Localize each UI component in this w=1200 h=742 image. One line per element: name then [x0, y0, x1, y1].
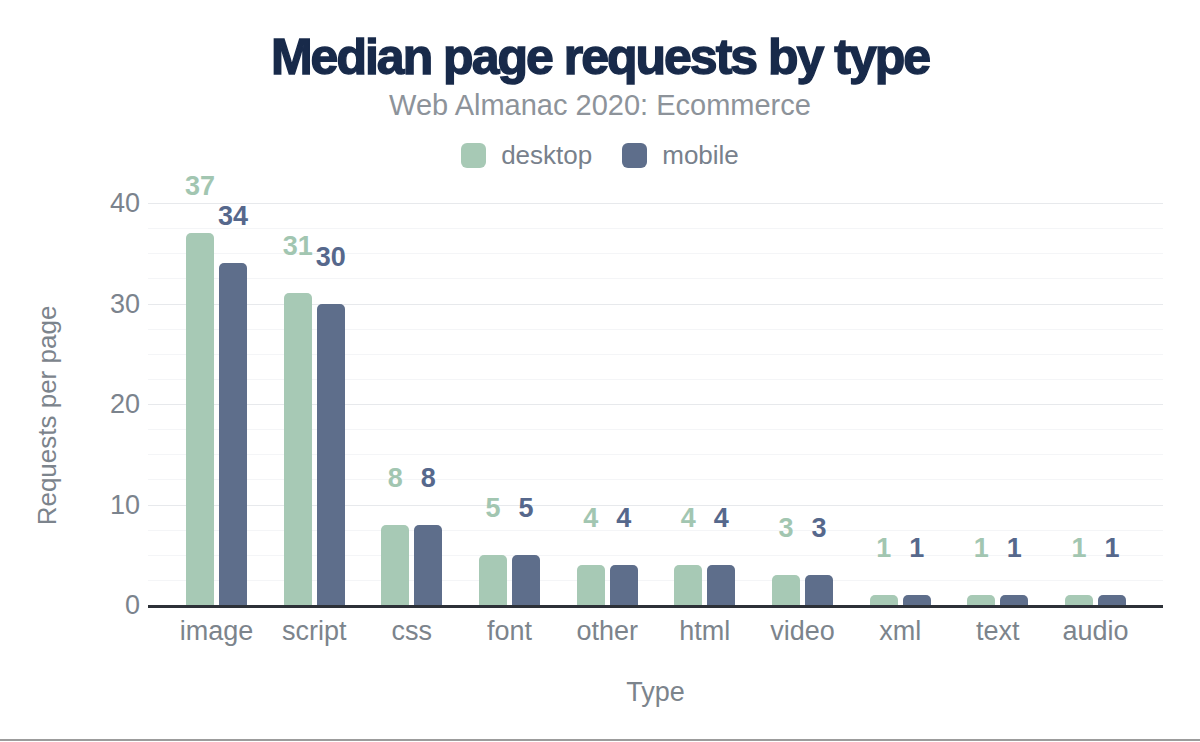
x-tick-label-css: css [357, 618, 467, 645]
value-label-mobile-image: 34 [188, 203, 278, 230]
x-tick-label-html: html [650, 618, 760, 645]
bar-mobile-image [219, 263, 247, 605]
bar-mobile-script [317, 304, 345, 606]
bar-mobile-xml [903, 595, 931, 605]
legend-swatch-desktop [461, 143, 486, 168]
x-tick-label-audio: audio [1041, 618, 1151, 645]
bar-desktop-other [577, 565, 605, 605]
value-label-mobile-css: 8 [383, 465, 473, 492]
x-tick-label-text: text [943, 618, 1053, 645]
bar-desktop-image [186, 233, 214, 605]
bar-mobile-html [707, 565, 735, 605]
value-label-desktop-image: 37 [155, 173, 245, 200]
legend-label-mobile: mobile [662, 140, 739, 171]
bar-mobile-text [1000, 595, 1028, 605]
bar-desktop-text [967, 595, 995, 605]
y-axis-title: Requests per page [32, 266, 63, 566]
bar-desktop-html [674, 565, 702, 605]
gridline-major [148, 203, 1163, 204]
bar-mobile-audio [1098, 595, 1126, 605]
value-label-mobile-script: 30 [286, 244, 376, 271]
bar-mobile-video [805, 575, 833, 605]
bar-mobile-css [414, 525, 442, 605]
gridline-minor [148, 278, 1163, 279]
y-tick-label: 20 [70, 391, 140, 418]
gridline-minor [148, 228, 1163, 229]
bar-desktop-css [381, 525, 409, 605]
chart-figure: Median page requests by type Web Almanac… [0, 0, 1200, 742]
y-tick-label: 0 [70, 592, 140, 619]
chart-subtitle: Web Almanac 2020: Ecommerce [0, 90, 1200, 120]
bar-mobile-font [512, 555, 540, 605]
y-tick-label: 40 [70, 190, 140, 217]
bar-desktop-script [284, 293, 312, 605]
y-tick-label: 10 [70, 492, 140, 519]
bar-desktop-audio [1065, 595, 1093, 605]
legend: desktop mobile [0, 140, 1200, 171]
value-label-mobile-audio: 1 [1067, 535, 1157, 562]
bar-desktop-xml [870, 595, 898, 605]
bar-desktop-font [479, 555, 507, 605]
x-axis-title: Type [148, 677, 1163, 708]
legend-swatch-mobile [622, 143, 647, 168]
x-tick-label-video: video [748, 618, 858, 645]
bar-mobile-other [610, 565, 638, 605]
y-tick-label: 30 [70, 291, 140, 318]
x-tick-label-other: other [552, 618, 662, 645]
chart-title: Median page requests by type [0, 32, 1200, 82]
legend-label-desktop: desktop [501, 140, 592, 171]
x-tick-label-font: font [455, 618, 565, 645]
bar-desktop-video [772, 575, 800, 605]
bottom-border [0, 739, 1200, 741]
x-tick-label-script: script [259, 618, 369, 645]
legend-item-mobile: mobile [622, 140, 739, 171]
x-tick-label-image: image [162, 618, 272, 645]
x-tick-label-xml: xml [845, 618, 955, 645]
x-axis-line [148, 605, 1163, 608]
legend-item-desktop: desktop [461, 140, 592, 171]
